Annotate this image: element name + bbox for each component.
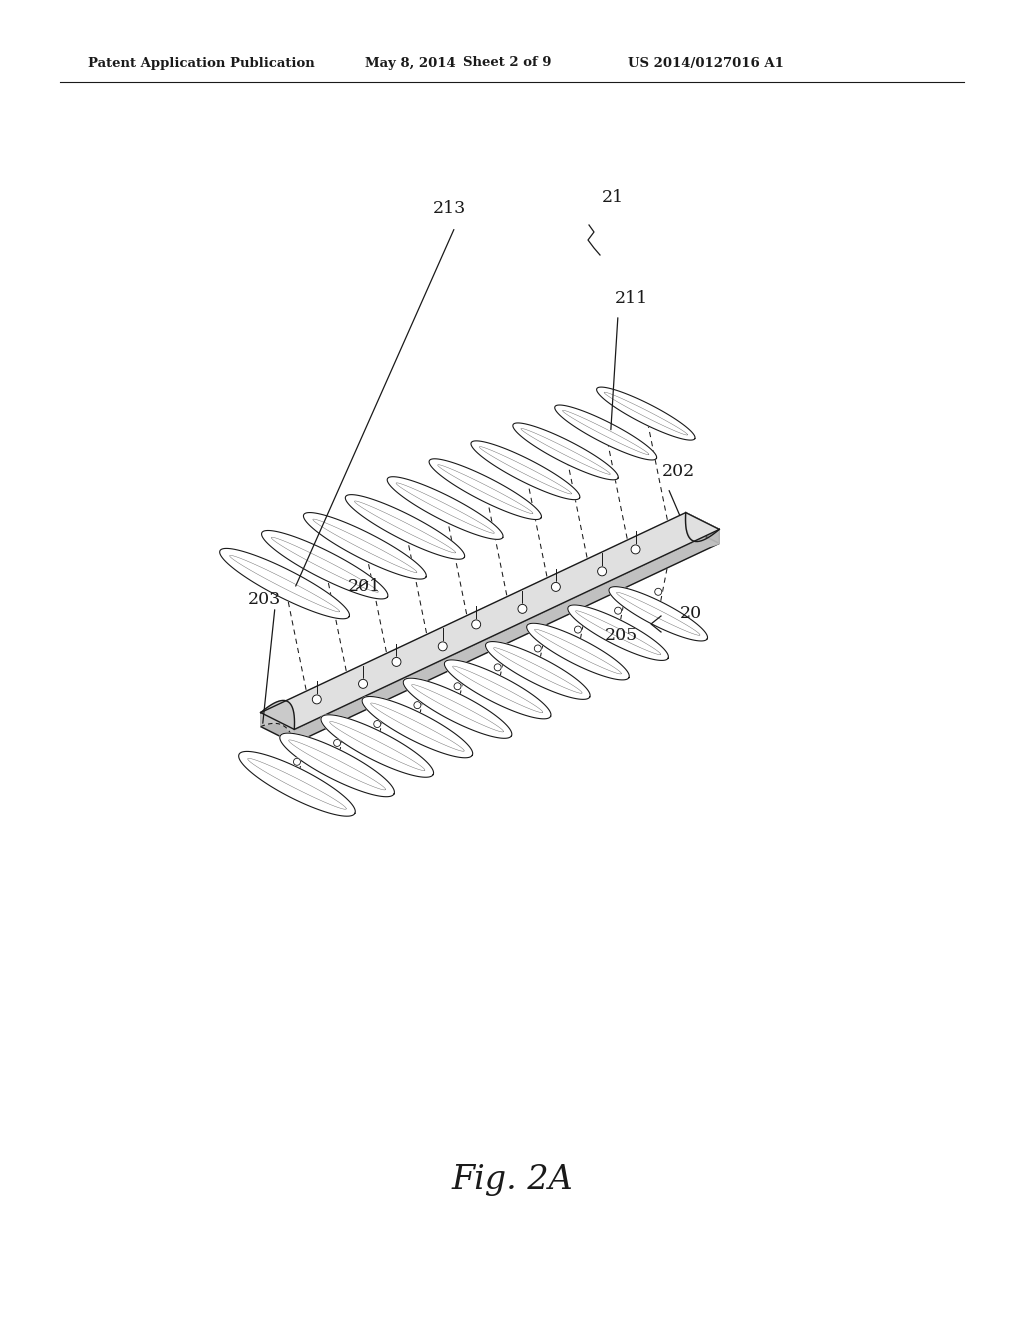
- Polygon shape: [444, 660, 551, 719]
- Text: May 8, 2014: May 8, 2014: [365, 57, 456, 70]
- Polygon shape: [609, 586, 708, 642]
- Circle shape: [551, 582, 560, 591]
- Polygon shape: [321, 715, 433, 777]
- Polygon shape: [526, 623, 630, 680]
- Polygon shape: [239, 751, 355, 816]
- Polygon shape: [280, 733, 394, 797]
- Polygon shape: [513, 422, 618, 479]
- Polygon shape: [387, 477, 503, 540]
- Circle shape: [631, 545, 640, 554]
- Circle shape: [392, 657, 401, 667]
- Text: 21: 21: [602, 189, 624, 206]
- Text: 205: 205: [605, 627, 638, 644]
- Text: Fig. 2A: Fig. 2A: [452, 1164, 572, 1196]
- Circle shape: [358, 680, 368, 688]
- Polygon shape: [261, 531, 388, 599]
- Text: 20: 20: [680, 605, 702, 622]
- Polygon shape: [220, 548, 349, 619]
- Circle shape: [438, 642, 447, 651]
- Text: 213: 213: [433, 201, 466, 216]
- Polygon shape: [362, 697, 473, 758]
- Circle shape: [472, 620, 480, 628]
- Polygon shape: [261, 701, 295, 743]
- Polygon shape: [555, 405, 656, 459]
- Circle shape: [374, 721, 381, 727]
- Circle shape: [535, 645, 542, 652]
- Polygon shape: [429, 459, 542, 520]
- Text: Patent Application Publication: Patent Application Publication: [88, 57, 314, 70]
- Text: 203: 203: [248, 591, 282, 609]
- Polygon shape: [403, 678, 512, 738]
- Circle shape: [414, 702, 421, 709]
- Circle shape: [312, 694, 322, 704]
- Polygon shape: [303, 512, 426, 579]
- Circle shape: [614, 607, 622, 614]
- Polygon shape: [686, 512, 719, 544]
- Circle shape: [495, 664, 501, 671]
- Text: US 2014/0127016 A1: US 2014/0127016 A1: [628, 57, 784, 70]
- Polygon shape: [261, 713, 294, 743]
- Circle shape: [654, 589, 662, 595]
- Text: 201: 201: [348, 578, 381, 595]
- Circle shape: [574, 626, 582, 634]
- Text: 202: 202: [662, 463, 695, 480]
- Circle shape: [454, 682, 461, 690]
- Text: 211: 211: [615, 290, 648, 308]
- Polygon shape: [294, 529, 719, 743]
- Polygon shape: [485, 642, 590, 700]
- Circle shape: [518, 605, 527, 614]
- Polygon shape: [685, 512, 719, 546]
- Polygon shape: [345, 495, 465, 560]
- Polygon shape: [597, 387, 695, 440]
- Circle shape: [334, 739, 341, 746]
- Circle shape: [598, 566, 606, 576]
- Polygon shape: [567, 605, 669, 660]
- Circle shape: [294, 758, 300, 766]
- Text: Sheet 2 of 9: Sheet 2 of 9: [463, 57, 552, 70]
- Polygon shape: [261, 512, 719, 730]
- Polygon shape: [471, 441, 580, 500]
